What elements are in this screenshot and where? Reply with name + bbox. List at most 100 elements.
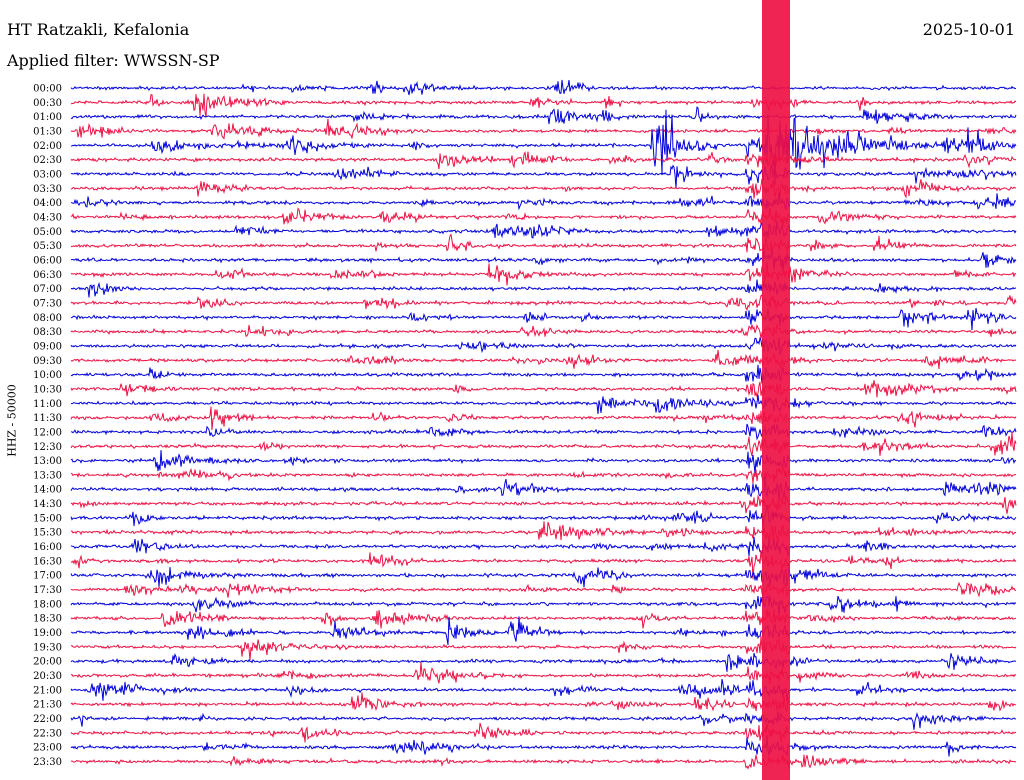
seismic-trace-2100 — [70, 678, 1017, 702]
time-tick-label: 04:30 — [33, 212, 62, 223]
time-tick-label: 08:30 — [33, 327, 62, 338]
seismic-trace-0830 — [70, 324, 1017, 339]
seismic-trace-1600 — [70, 536, 1017, 557]
seismic-trace-0030 — [70, 93, 1017, 118]
seismic-trace-0330 — [70, 178, 1017, 199]
seismic-trace-1930 — [70, 635, 1017, 661]
seismic-trace-0900 — [70, 336, 1017, 356]
time-tick-label: 13:30 — [33, 470, 62, 481]
time-tick-label: 21:30 — [33, 700, 62, 711]
seismic-trace-1800 — [70, 594, 1017, 615]
seismic-trace-0230 — [70, 151, 1017, 170]
seismic-trace-0800 — [70, 308, 1017, 331]
time-tick-label: 03:30 — [33, 184, 62, 195]
time-tick-label: 18:00 — [33, 599, 62, 610]
seismic-trace-1130 — [70, 406, 1017, 431]
time-tick-label: 22:30 — [33, 728, 62, 739]
time-tick-label: 03:00 — [33, 169, 62, 180]
seismic-trace-1500 — [70, 504, 1017, 528]
time-tick-label: 22:00 — [33, 714, 62, 725]
seismic-trace-0300 — [70, 164, 1017, 189]
seismic-trace-0430 — [70, 207, 1017, 226]
time-tick-label: 23:00 — [33, 743, 62, 754]
seismic-trace-0700 — [70, 279, 1017, 298]
time-tick-label: 00:00 — [33, 84, 62, 95]
seismic-trace-1630 — [70, 549, 1017, 580]
seismic-trace-0000 — [70, 79, 1017, 96]
seismic-trace-1100 — [70, 394, 1017, 415]
time-tick-label: 14:00 — [33, 485, 62, 496]
time-tick-label: 07:30 — [33, 298, 62, 309]
time-tick-label: 12:30 — [33, 442, 62, 453]
time-tick-label: 15:30 — [33, 528, 62, 539]
time-tick-label: 18:30 — [33, 614, 62, 625]
time-tick-label: 04:00 — [33, 198, 62, 209]
seismic-trace-1330 — [70, 466, 1016, 484]
seismic-trace-2130 — [70, 692, 1017, 712]
seismic-trace-0530 — [70, 233, 1017, 253]
time-tick-label: 02:30 — [33, 155, 62, 166]
date-label: 2025-10-01 — [922, 20, 1015, 39]
seismic-trace-2300 — [70, 735, 1017, 758]
seismic-trace-1900 — [70, 616, 1017, 645]
seismic-trace-0730 — [70, 293, 1017, 312]
station-title: HT Ratzakli, Kefalonia — [7, 20, 190, 39]
time-tick-label: 20:30 — [33, 671, 62, 682]
seismic-trace-1400 — [70, 473, 1017, 502]
time-tick-label: 21:00 — [33, 685, 62, 696]
seismic-trace-1230 — [70, 431, 1017, 457]
time-tick-label: 06:00 — [33, 255, 62, 266]
time-tick-label: 02:00 — [33, 141, 62, 152]
seismic-trace-2230 — [70, 722, 1017, 743]
time-tick-label: 05:00 — [33, 227, 62, 238]
seismic-trace-1830 — [70, 608, 1017, 629]
time-tick-label: 09:00 — [33, 341, 62, 352]
filter-label: Applied filter: WWSSN-SP — [7, 51, 220, 70]
time-tick-label: 19:30 — [33, 642, 62, 653]
time-tick-label: 23:30 — [33, 757, 62, 768]
time-tick-label: 09:30 — [33, 356, 62, 367]
time-tick-label: 00:30 — [33, 98, 62, 109]
seismic-trace-1300 — [70, 450, 1017, 474]
seismic-trace-1730 — [71, 581, 1017, 598]
time-tick-label: 19:00 — [33, 628, 62, 639]
seismic-trace-0130 — [70, 118, 1017, 140]
time-tick-label: 11:30 — [33, 413, 62, 424]
time-tick-label: 05:30 — [33, 241, 62, 252]
time-tick-label: 16:30 — [33, 556, 62, 567]
seismic-trace-1430 — [70, 494, 1017, 514]
seismic-trace-2200 — [70, 710, 1017, 730]
seismic-trace-2000 — [70, 652, 1017, 672]
time-tick-label: 15:00 — [33, 513, 62, 524]
channel-label: HHZ - 50000 — [5, 384, 19, 457]
time-tick-label: 17:30 — [33, 585, 62, 596]
seismic-trace-2030 — [70, 662, 1017, 685]
seismic-trace-0200 — [70, 109, 1017, 186]
time-tick-label: 11:00 — [33, 399, 62, 410]
time-tick-label: 12:00 — [33, 427, 62, 438]
time-tick-label: 01:30 — [33, 126, 62, 137]
time-tick-label: 07:00 — [33, 284, 62, 295]
seismic-trace-0600 — [70, 247, 1017, 272]
seismic-trace-2330 — [70, 754, 1017, 770]
seismic-trace-1000 — [70, 364, 1017, 384]
time-tick-label: 20:00 — [33, 657, 62, 668]
seismic-trace-1700 — [70, 567, 1017, 588]
time-tick-label: 06:30 — [33, 270, 62, 281]
seismic-trace-0100 — [70, 106, 1017, 125]
time-tick-label: 10:00 — [33, 370, 62, 381]
seismic-trace-1030 — [70, 380, 1017, 399]
time-tick-label: 16:00 — [33, 542, 62, 553]
seismic-trace-1200 — [71, 423, 1017, 441]
time-tick-label: 08:00 — [33, 313, 62, 324]
time-tick-label: 13:00 — [33, 456, 62, 467]
seismic-trace-0630 — [70, 262, 1017, 286]
time-tick-label: 01:00 — [33, 112, 62, 123]
saturated-coda-band — [762, 0, 790, 780]
time-tick-label: 17:00 — [33, 571, 62, 582]
seismic-trace-0400 — [70, 191, 1017, 211]
seismic-trace-0930 — [70, 349, 1017, 370]
seismic-trace-1530 — [70, 521, 1017, 544]
seismic-trace-0500 — [70, 220, 1017, 239]
